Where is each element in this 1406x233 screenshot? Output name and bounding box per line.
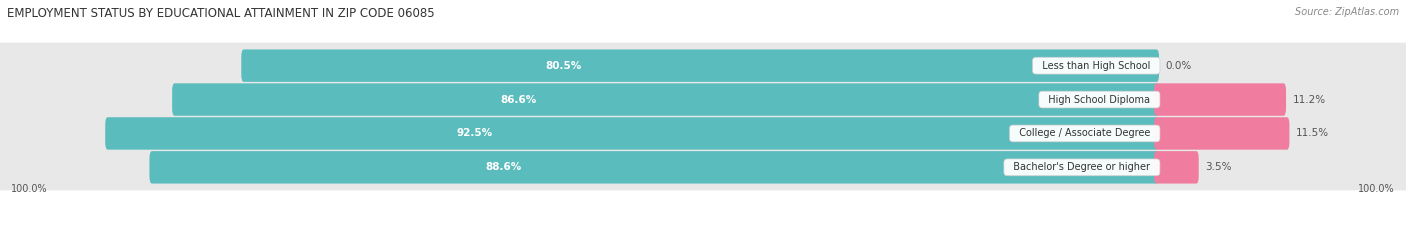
Text: 92.5%: 92.5% bbox=[457, 128, 494, 138]
FancyBboxPatch shape bbox=[1154, 83, 1286, 116]
Text: 11.5%: 11.5% bbox=[1296, 128, 1329, 138]
Text: High School Diploma: High School Diploma bbox=[1042, 95, 1157, 105]
FancyBboxPatch shape bbox=[172, 83, 1159, 116]
Text: 0.0%: 0.0% bbox=[1166, 61, 1192, 71]
Text: Source: ZipAtlas.com: Source: ZipAtlas.com bbox=[1295, 7, 1399, 17]
FancyBboxPatch shape bbox=[0, 110, 1406, 157]
FancyBboxPatch shape bbox=[0, 144, 1406, 190]
Text: EMPLOYMENT STATUS BY EDUCATIONAL ATTAINMENT IN ZIP CODE 06085: EMPLOYMENT STATUS BY EDUCATIONAL ATTAINM… bbox=[7, 7, 434, 20]
Text: 86.6%: 86.6% bbox=[501, 95, 537, 105]
Text: Bachelor's Degree or higher: Bachelor's Degree or higher bbox=[1007, 162, 1157, 172]
Text: 88.6%: 88.6% bbox=[485, 162, 522, 172]
FancyBboxPatch shape bbox=[0, 43, 1406, 89]
Text: 100.0%: 100.0% bbox=[1358, 184, 1395, 194]
FancyBboxPatch shape bbox=[1154, 117, 1289, 150]
FancyBboxPatch shape bbox=[242, 49, 1159, 82]
Text: 100.0%: 100.0% bbox=[11, 184, 48, 194]
Text: 3.5%: 3.5% bbox=[1205, 162, 1232, 172]
FancyBboxPatch shape bbox=[0, 76, 1406, 123]
Text: 80.5%: 80.5% bbox=[546, 61, 581, 71]
Text: College / Associate Degree: College / Associate Degree bbox=[1012, 128, 1157, 138]
Text: 11.2%: 11.2% bbox=[1292, 95, 1326, 105]
Text: Less than High School: Less than High School bbox=[1036, 61, 1157, 71]
FancyBboxPatch shape bbox=[149, 151, 1159, 184]
FancyBboxPatch shape bbox=[105, 117, 1159, 150]
FancyBboxPatch shape bbox=[1154, 151, 1199, 184]
